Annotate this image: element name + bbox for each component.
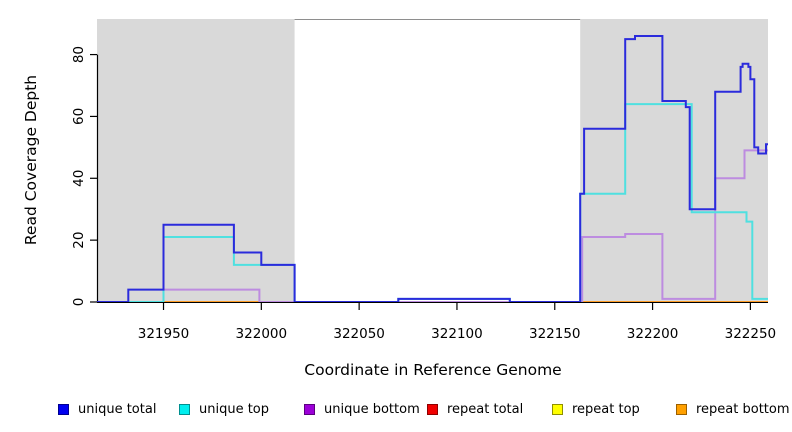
- x-tick-label: 322150: [529, 326, 581, 342]
- series-line-unique-total: [97, 35, 768, 302]
- y-tick-label: 80: [71, 46, 87, 63]
- x-tick-label: 322100: [431, 326, 483, 342]
- x-tick-label: 322050: [333, 326, 385, 342]
- x-tick-label: 322250: [725, 326, 777, 342]
- x-tick-label: 321950: [138, 326, 190, 342]
- y-axis-title: Read Coverage Depth: [22, 74, 40, 246]
- y-tick-label: 20: [71, 232, 87, 249]
- shaded-region: [97, 19, 295, 302]
- y-tick-label: 60: [71, 108, 87, 125]
- shaded-region: [580, 19, 768, 302]
- x-axis-title: Coordinate in Reference Genome: [304, 361, 562, 379]
- x-tick-label: 322200: [627, 326, 679, 342]
- y-tick-label: 40: [71, 170, 87, 187]
- series-line-unique-bottom: [97, 149, 768, 302]
- x-tick-label: 322000: [236, 326, 288, 342]
- series-group: [97, 35, 768, 302]
- y-tick-label: 0: [71, 298, 87, 307]
